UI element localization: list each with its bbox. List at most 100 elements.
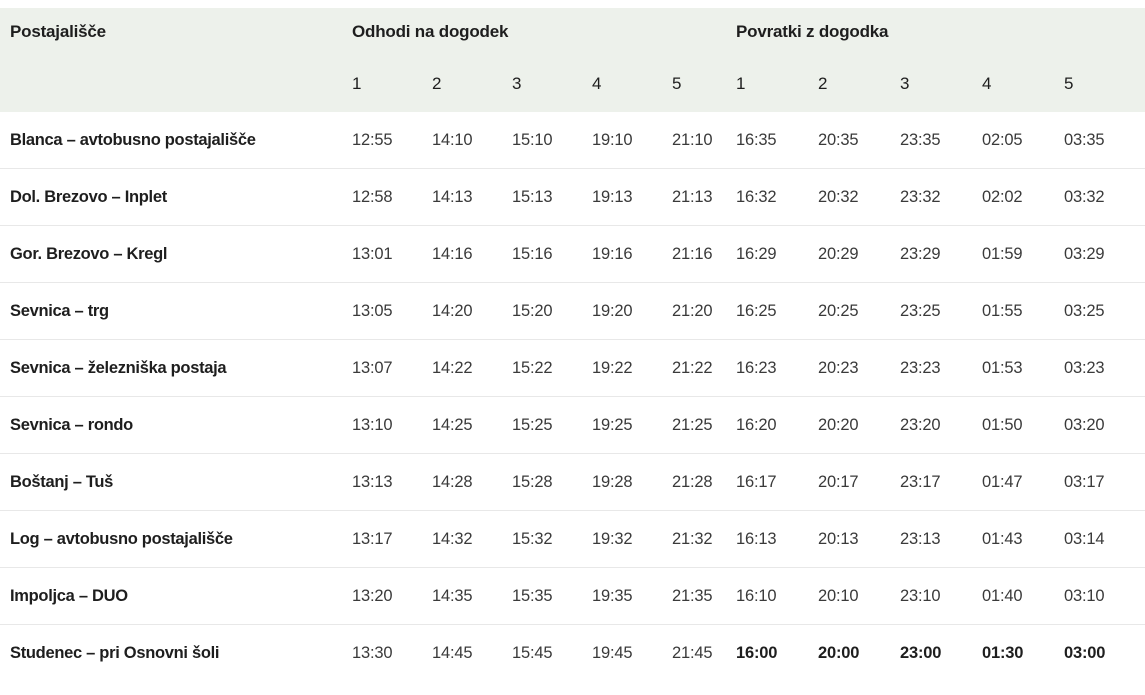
station-column-header: Postajališče <box>0 8 352 56</box>
departure-time: 19:10 <box>592 130 633 149</box>
return-time: 23:35 <box>900 130 941 149</box>
station-name: Sevnica – železniška postaja <box>0 339 352 397</box>
departure-time: 15:35 <box>512 567 592 625</box>
return-col-number: 4 <box>982 56 1065 112</box>
departure-time: 15:16 <box>512 225 592 283</box>
table-row: Dol. Brezovo – Inplet 12:58 14:13 15:13 … <box>0 168 1145 226</box>
return-time: 23:20 <box>900 396 983 454</box>
departure-time: 14:13 <box>432 168 512 226</box>
return-time: 01:47 <box>982 453 1065 511</box>
return-time: 01:43 <box>982 510 1065 568</box>
table-row: Studenec – pri Osnovni šoli 13:30 14:45 … <box>0 624 1145 681</box>
return-time: 01:53 <box>982 339 1065 397</box>
departure-time: 14:25 <box>432 396 512 454</box>
return-time: 20:17 <box>818 453 901 511</box>
return-time: 16:29 <box>736 225 819 283</box>
departure-time: 14:22 <box>432 339 512 397</box>
returns-group-header: Povratki z dogodka <box>736 8 1145 56</box>
table-row: Blanca – avtobusno postajališče 12:55 14… <box>0 112 1145 169</box>
return-col-number: 3 <box>900 56 983 112</box>
return-time: 03:35 <box>1064 130 1105 149</box>
station-name: Sevnica – rondo <box>0 396 352 454</box>
return-time: 01:30 <box>982 624 1065 681</box>
return-time: 03:00 <box>1064 624 1145 681</box>
table-row: Sevnica – rondo 13:10 14:25 15:25 19:25 … <box>0 396 1145 454</box>
return-time: 16:20 <box>736 396 819 454</box>
departure-time: 15:20 <box>512 282 592 340</box>
shuttle-timetable: Postajališče Odhodi na dogodek Povratki … <box>0 8 1145 681</box>
return-time: 20:10 <box>818 567 901 625</box>
return-time: 20:13 <box>818 510 901 568</box>
return-time: 03:32 <box>1064 168 1145 226</box>
return-time: 02:02 <box>982 168 1065 226</box>
return-time: 16:23 <box>736 339 819 397</box>
return-time: 16:32 <box>736 168 819 226</box>
departure-time: 14:16 <box>432 225 512 283</box>
station-name: Dol. Brezovo – Inplet <box>0 168 352 226</box>
return-time: 20:23 <box>818 339 901 397</box>
table-row: Gor. Brezovo – Kregl 13:01 14:16 15:16 1… <box>0 225 1145 283</box>
return-time: 23:23 <box>900 339 983 397</box>
return-time: 23:00 <box>900 624 983 681</box>
departure-time: 14:45 <box>432 624 512 681</box>
departure-time: 21:32 <box>672 510 737 568</box>
departure-time: 13:13 <box>352 453 432 511</box>
departure-time: 14:20 <box>432 282 512 340</box>
departure-time: 21:22 <box>672 339 737 397</box>
departure-time: 21:25 <box>672 396 737 454</box>
departure-time: 21:20 <box>672 282 737 340</box>
departure-time: 19:16 <box>592 225 672 283</box>
return-time: 16:13 <box>736 510 819 568</box>
departure-time: 12:55 <box>352 130 393 149</box>
departure-time: 15:22 <box>512 339 592 397</box>
departure-time: 13:07 <box>352 339 432 397</box>
return-time: 03:25 <box>1064 282 1145 340</box>
departure-time: 19:35 <box>592 567 672 625</box>
departure-col-number: 4 <box>592 56 672 112</box>
return-time: 20:35 <box>818 130 859 149</box>
station-name: Blanca – avtobusno postajališče <box>10 130 256 149</box>
station-column-spacer <box>0 56 352 112</box>
departure-time: 15:25 <box>512 396 592 454</box>
departure-time: 15:32 <box>512 510 592 568</box>
departure-time: 13:17 <box>352 510 432 568</box>
return-col-number: 5 <box>1064 56 1145 112</box>
departures-group-header: Odhodi na dogodek <box>352 8 737 56</box>
return-time: 16:25 <box>736 282 819 340</box>
table-row: Boštanj – Tuš 13:13 14:28 15:28 19:28 21… <box>0 453 1145 511</box>
return-time: 20:00 <box>818 624 901 681</box>
return-time: 01:59 <box>982 225 1065 283</box>
return-time: 23:13 <box>900 510 983 568</box>
station-name: Log – avtobusno postajališče <box>0 510 352 568</box>
return-time: 23:29 <box>900 225 983 283</box>
table-row: Impoljca – DUO 13:20 14:35 15:35 19:35 2… <box>0 567 1145 625</box>
departure-time: 19:13 <box>592 168 672 226</box>
departure-time: 15:13 <box>512 168 592 226</box>
departure-time: 19:32 <box>592 510 672 568</box>
return-time: 01:40 <box>982 567 1065 625</box>
return-time: 16:00 <box>736 624 819 681</box>
departure-time: 21:10 <box>672 130 713 149</box>
return-col-number: 2 <box>818 56 901 112</box>
departure-col-number: 5 <box>672 56 737 112</box>
departure-time: 14:32 <box>432 510 512 568</box>
departure-time: 21:35 <box>672 567 737 625</box>
departure-time: 19:20 <box>592 282 672 340</box>
return-time: 01:50 <box>982 396 1065 454</box>
return-time: 03:29 <box>1064 225 1145 283</box>
return-time: 16:10 <box>736 567 819 625</box>
return-time: 03:23 <box>1064 339 1145 397</box>
return-time: 03:14 <box>1064 510 1145 568</box>
table-body: Blanca – avtobusno postajališče 12:55 14… <box>0 112 1145 681</box>
return-time: 20:20 <box>818 396 901 454</box>
table-row: Sevnica – železniška postaja 13:07 14:22… <box>0 339 1145 397</box>
departure-time: 13:30 <box>352 624 432 681</box>
return-time: 23:17 <box>900 453 983 511</box>
departure-time: 21:45 <box>672 624 737 681</box>
station-name: Impoljca – DUO <box>0 567 352 625</box>
departure-col-number: 1 <box>352 56 432 112</box>
return-time: 20:32 <box>818 168 901 226</box>
return-col-number: 1 <box>736 56 819 112</box>
station-name: Sevnica – trg <box>0 282 352 340</box>
departure-time: 14:10 <box>432 130 473 149</box>
